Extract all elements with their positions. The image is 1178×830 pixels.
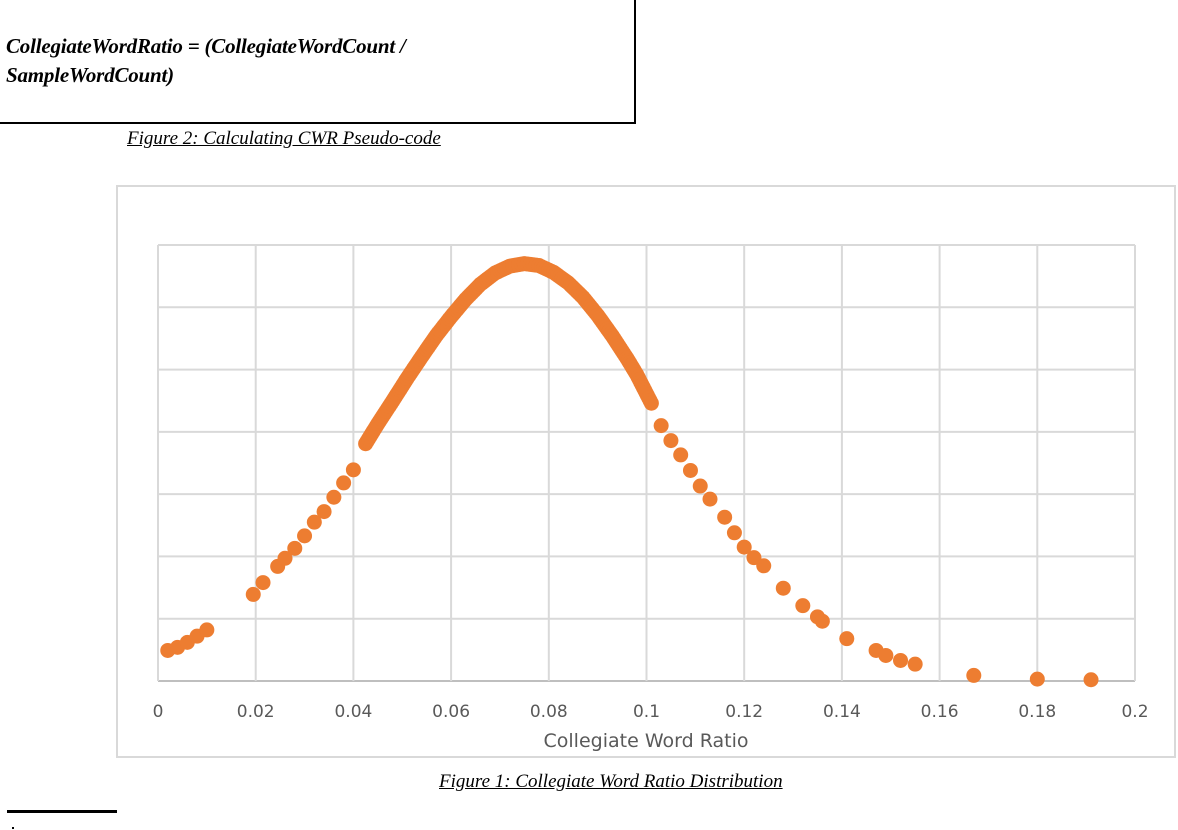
x-tick-label: 0.04	[334, 702, 372, 722]
code-line-2: SampleWordCount)	[6, 63, 174, 87]
x-axis-label: Collegiate Word Ratio	[544, 730, 749, 752]
data-point	[717, 509, 733, 525]
data-point	[345, 462, 361, 478]
x-tick-label: 0.06	[432, 702, 470, 722]
pseudo-code: CollegiateWordRatio = (CollegiateWordCou…	[6, 32, 606, 90]
data-point	[726, 525, 742, 541]
x-axis-tick-labels: 0 0.02 0.04 0.06 0.08 0.1 0.12 0.14 0.16 0.18 0.2	[153, 702, 1149, 722]
data-point	[245, 586, 261, 602]
figure1-caption: Figure 1: Collegiate Word Ratio Distribu…	[439, 771, 783, 792]
data-point	[643, 395, 659, 411]
data-point	[297, 528, 313, 544]
footnote-marker	[12, 827, 14, 829]
x-tick-label: 0.08	[530, 702, 568, 722]
figure2-caption: Figure 2: Calculating CWR Pseudo-code	[127, 128, 441, 149]
data-point	[326, 489, 342, 505]
x-tick-label: 0.18	[1018, 702, 1056, 722]
code-line-1: CollegiateWordRatio = (CollegiateWordCou…	[6, 34, 406, 58]
x-tick-label: 0	[153, 702, 164, 722]
data-point	[316, 504, 332, 520]
chart-gridlines	[157, 244, 1136, 682]
data-point	[736, 539, 752, 555]
data-point	[1029, 671, 1045, 687]
data-point	[795, 598, 811, 614]
x-tick-label: 0.2	[1121, 702, 1148, 722]
footnote-separator	[7, 810, 117, 813]
data-point	[692, 478, 708, 494]
chart-data-points	[160, 256, 1099, 688]
data-point	[756, 558, 772, 574]
x-tick-label: 0.1	[633, 702, 660, 722]
data-point	[255, 575, 271, 591]
x-tick-label: 0.14	[823, 702, 861, 722]
data-point	[673, 447, 689, 463]
x-tick-label: 0.02	[237, 702, 275, 722]
data-point	[653, 418, 669, 434]
data-point	[893, 652, 909, 668]
data-point	[839, 631, 855, 647]
x-tick-label: 0.16	[921, 702, 959, 722]
data-point	[287, 540, 303, 556]
data-point	[336, 475, 352, 491]
figure2-code-box: CollegiateWordRatio = (CollegiateWordCou…	[0, 0, 636, 124]
data-point	[199, 622, 215, 638]
data-point	[878, 647, 894, 663]
data-point	[966, 667, 982, 683]
data-point	[663, 433, 679, 449]
data-point	[907, 656, 923, 672]
data-point	[682, 462, 698, 478]
data-point	[814, 613, 830, 629]
data-point	[775, 580, 791, 596]
data-point	[702, 491, 718, 507]
x-tick-label: 0.12	[725, 702, 763, 722]
data-point	[306, 514, 322, 530]
data-point	[277, 550, 293, 566]
data-point	[1083, 672, 1099, 688]
